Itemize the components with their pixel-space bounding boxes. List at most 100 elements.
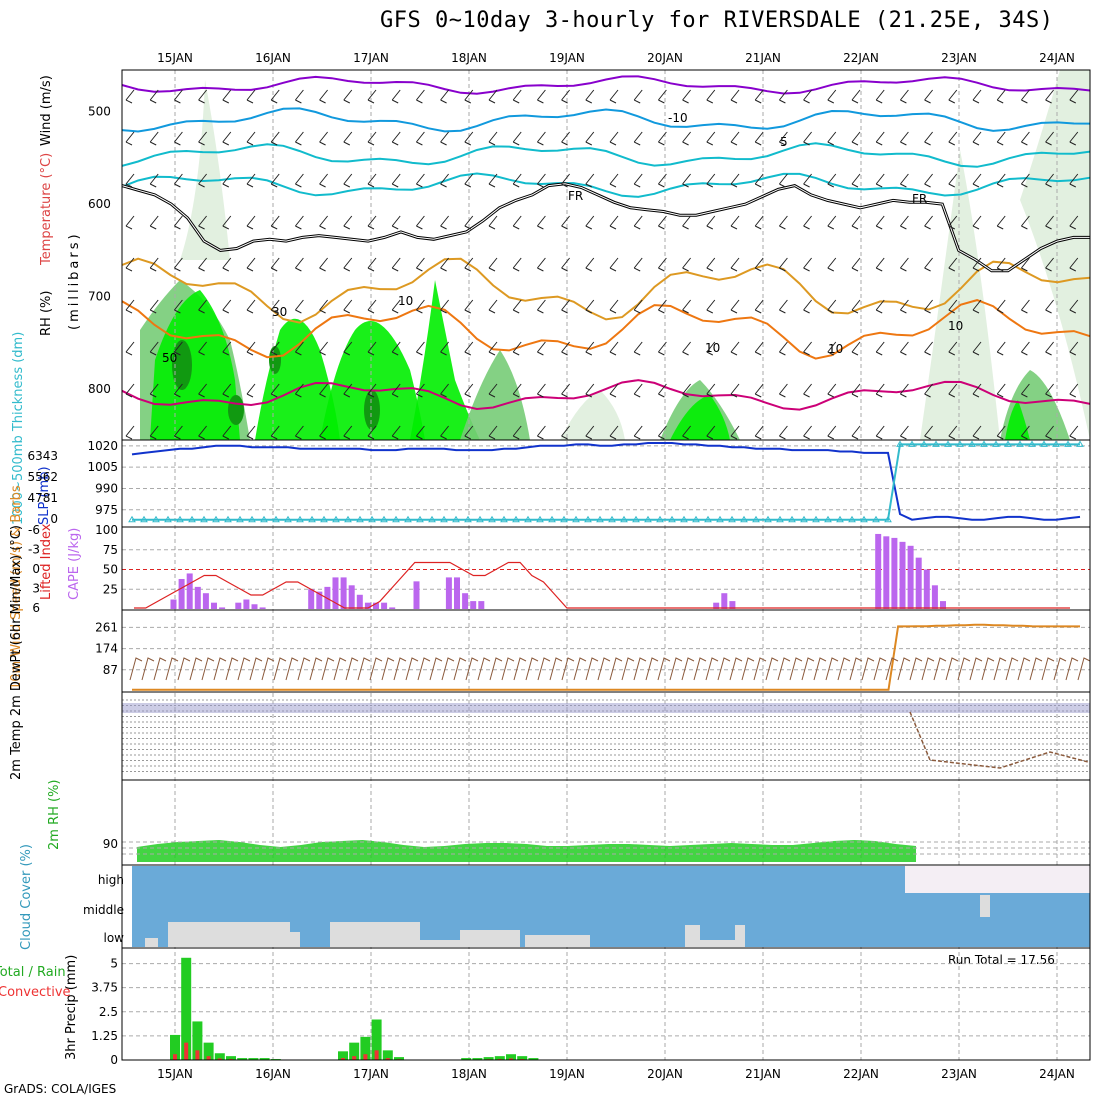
upper-wind-barb [803,257,812,272]
upper-wind-barb [730,299,740,314]
upper-wind-barb [609,341,619,356]
thickness-marker [728,515,736,523]
upper-wind-barb [706,383,716,398]
upper-wind-barb [706,299,716,314]
precip-conv-bar [363,1054,368,1060]
upper-wind-barb [609,299,619,314]
thickness-marker [944,440,952,447]
thickness-marker [932,440,940,447]
upper-wind-barb [343,215,353,230]
upper-wind-barb [246,215,256,230]
upper-wind-barb [512,257,522,272]
upper-wind-barb [367,131,377,146]
upper-wind-barb [222,131,232,146]
upper-wind-barb [512,215,522,230]
wind10m-barb [489,657,503,681]
thickness-marker [656,515,664,523]
upper-wind-barb [246,425,256,440]
thickness-marker [608,515,616,523]
thickness-marker [236,515,244,523]
wind10m-barb [309,657,323,681]
upper-wind-barb [779,383,788,398]
upper-wind-barb [440,131,449,146]
rh-shade-5 [460,350,530,440]
upper-wind-barb [633,173,643,188]
upper-wind-barb [367,215,377,230]
precip-total-bar [248,1058,259,1060]
cape-bar [219,607,226,609]
upper-wind-barb [875,257,885,272]
thickness-ylabel: 1000~500mb Thickness (dm) [11,332,26,525]
precip-total-bar [237,1058,248,1060]
grads-credit: GrADS: COLA/IGES [4,1082,117,1096]
upper-wind-barb [198,341,207,356]
cape-bar [721,593,728,609]
bottom-day-label-3: 18JAN [451,1067,487,1081]
thickness-marker [548,515,556,523]
upper-wind-barb [488,173,498,188]
thickness-marker [488,515,496,523]
wind10m-barb [585,657,599,681]
thickness-marker [680,515,688,523]
wind10m-barb [873,657,887,681]
upper-wind-barb [246,131,256,146]
wind10m-barb [573,657,587,681]
wind10m-barb [801,657,815,681]
upper-wind-barb [1045,341,1054,356]
thickness-marker [800,515,808,523]
upper-wind-barb [246,89,256,104]
upper-wind-barb [174,173,183,188]
wind10m-barb [1029,657,1043,681]
wind10m-barb [657,657,671,681]
thickness-marker [164,515,172,523]
wind10m-barb [681,657,695,681]
upper-wind-barb [391,215,401,230]
upper-wind-barb [174,257,183,272]
thickness-marker [824,515,832,523]
cape-bar [381,602,388,609]
upper-wind-barb [343,299,353,314]
upper-wind-barb [198,173,207,188]
upper-wind-barb [585,341,595,356]
upper-wind-barb [658,383,667,398]
upper-wind-barb [948,173,958,188]
upper-wind-barb [972,89,982,104]
thickness-marker [320,515,328,523]
precip-total-bar [181,957,192,1060]
upper-wind-barb [125,89,135,104]
chart-title: GFS 0~10day 3-hourly for RIVERSDALE (21.… [380,8,1054,33]
wind10m-barb [369,657,383,681]
upper-wind-barb [537,257,546,272]
upper-wind-barb [222,341,232,356]
upper-wind-barb [464,173,474,188]
upper-wind-barb [803,173,812,188]
rh-dark-2 [228,395,244,425]
precip-total-bar [203,1042,214,1060]
slp-series-0 [131,442,1081,521]
upper-wind-barb [1069,215,1079,230]
upper-wind-barb [391,89,401,104]
upper-wind-barb [512,173,522,188]
wind-tick-0: 261 [95,620,118,634]
wind10m-barb [885,657,899,681]
thickness-marker [848,515,856,523]
precip-legend-total: Total / Rain [0,965,66,980]
upper-wind-barb [803,131,812,146]
wind10m-barb [921,657,935,681]
rh2m-labels: 2m RH (%) [47,779,62,850]
upper-wind-barb [391,383,401,398]
upper-wind-barb [972,173,982,188]
precip-conv-bar [173,1054,177,1060]
upper-wind-barb [972,383,982,398]
wind10m-barb [705,657,719,681]
cape-labels: CAPE (J/kg) Lifted Index [39,523,82,600]
upper-wind-barb [464,341,474,356]
upper-wind-barb [367,173,377,188]
thickness-marker [248,515,256,523]
wind10m-barb [969,657,983,681]
upper-wind-barb [270,383,280,398]
cape-bar [462,593,469,609]
upper-wind-barb [416,173,425,188]
wind-tick-2: 87 [103,663,118,677]
